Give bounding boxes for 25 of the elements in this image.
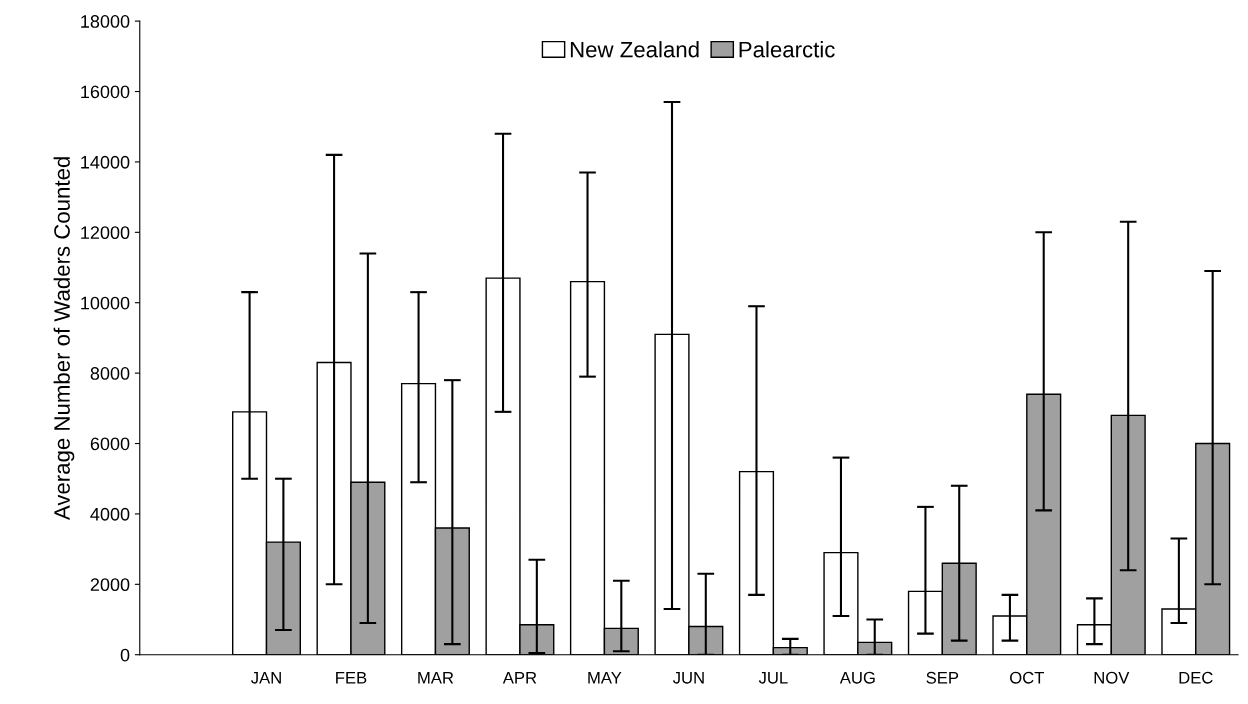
x-tick-label: APR [502,672,537,684]
y-tick-label: 6000 [90,437,130,451]
y-tick-label: 0 [120,648,130,662]
y-tick-label: 12000 [81,226,130,240]
x-tick-label: JUN [672,672,704,684]
x-tick-label: OCT [1010,671,1045,684]
x-tick-label: NOV [1094,671,1130,684]
x-tick-label: MAY [588,672,622,684]
x-tick-label: AUG [839,671,875,684]
x-tick-label: JUL [758,672,788,684]
legend-label: New Zealand [570,41,699,58]
y-tick-label: 14000 [81,155,130,169]
y-tick-label: 2000 [90,578,130,592]
legend-label: Palearctic [739,41,835,58]
y-tick-label: 18000 [81,15,130,28]
x-tick-label: MAR [418,672,454,684]
y-tick-label: 16000 [81,85,130,99]
x-tick-label: FEB [336,672,367,684]
x-tick-label: SEP [926,671,959,684]
y-tick-label: 4000 [90,507,130,521]
y-tick-label: 10000 [81,296,130,310]
y-axis-title: Average Number of Waders Counted [53,157,75,521]
x-tick-label: DEC [1179,671,1213,684]
y-tick-label: 8000 [90,367,130,380]
x-tick-label: JAN [251,672,281,684]
